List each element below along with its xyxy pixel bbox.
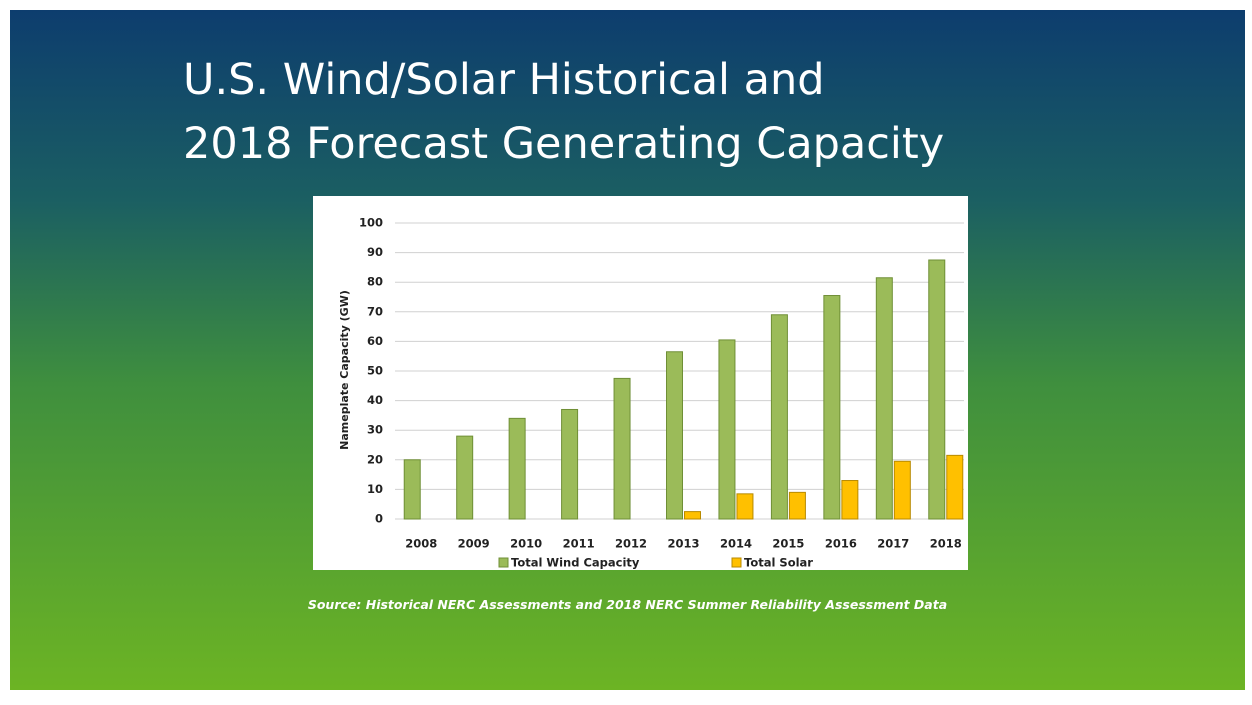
bar [718,339,736,520]
chart: Nameplate Capacity (GW) 0 10 20 30 40 50 60 70 8… [313,196,968,570]
x-tick-label: 2018 [930,537,962,551]
y-tick-label: 90 [367,245,383,259]
bar [928,259,946,520]
bar [666,351,683,520]
y-tick-label: 80 [367,275,383,289]
y-tick-label: 0 [375,512,383,526]
bar [456,435,474,520]
y-axis-title: Nameplate Capacity (GW) [338,290,351,450]
bar [770,314,788,520]
source-note: Source: Historical NERC Assessments and … [307,597,948,612]
y-tick-label: 30 [367,423,383,437]
bar [875,277,893,520]
bar [788,491,806,520]
chart-background [313,196,968,570]
legend-label: Total Solar [744,556,813,570]
bar [561,408,579,520]
y-tick-label: 60 [367,334,383,348]
x-tick-label: 2012 [615,537,647,551]
bar [893,460,911,520]
y-tick-label: 100 [359,216,383,230]
x-tick-label: 2014 [720,537,752,551]
bar [841,480,859,520]
legend-label: Total Wind Capacity [511,556,640,570]
x-tick-label: 2009 [458,537,490,551]
y-tick-label: 40 [367,393,383,407]
legend-swatch [731,557,742,568]
bar [823,295,841,520]
x-tick-label: 2017 [877,537,909,551]
title-line: 2018 Forecast Generating Capacity [183,119,945,169]
x-tick-label: 2010 [510,537,542,551]
x-tick-label: 2015 [772,537,804,551]
bar [946,454,964,520]
y-tick-label: 20 [367,452,383,466]
slide: U.S. Wind/Solar Historical and 2018 Fore… [10,10,1245,690]
bar [736,493,754,520]
x-tick-label: 2013 [667,537,699,551]
x-tick-label: 2016 [825,537,857,551]
legend-swatch [498,557,509,568]
title-line: U.S. Wind/Solar Historical and [183,55,825,105]
x-tick-label: 2008 [405,537,437,551]
bar [508,417,526,520]
y-tick-label: 10 [367,482,383,496]
bar [613,377,631,520]
bar [684,511,701,520]
bar [403,459,421,520]
x-tick-label: 2011 [563,537,595,551]
y-tick-label: 50 [367,364,383,378]
y-tick-label: 70 [367,304,383,318]
slide-title: U.S. Wind/Solar Historical and 2018 Fore… [183,48,944,176]
